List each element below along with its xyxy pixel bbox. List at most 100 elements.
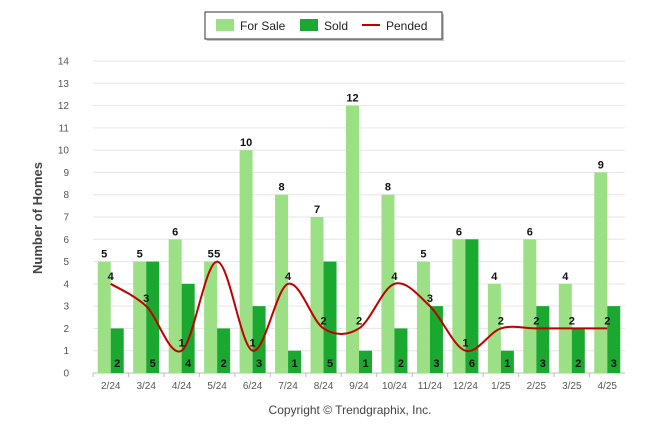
data-label-pended: 2 [533,315,539,327]
legend-swatch-for-sale[interactable] [216,19,234,31]
data-label-pended: 2 [604,315,610,327]
data-label-sold: 2 [575,358,581,370]
bar-sold [394,328,408,373]
data-label-for-sale: 9 [598,159,604,171]
data-label-pended: 1 [250,338,256,350]
data-label-sold: 2 [221,358,227,370]
y-tick-label: 0 [63,369,69,380]
y-tick-label: 7 [63,213,69,224]
pended-line [110,260,608,353]
x-tick-label: 6/24 [243,381,263,392]
bar-sold [607,306,621,373]
legend-label-pended[interactable]: Pended [386,19,427,33]
x-tick-label: 1/25 [491,381,511,392]
y-tick-label: 14 [58,57,70,68]
data-label-pended: 3 [427,293,433,305]
x-tick-label: 3/24 [136,381,156,392]
data-label-pended: 3 [143,293,149,305]
bar-sold [288,350,302,373]
x-tick-label: 8/24 [314,381,334,392]
data-label-for-sale: 6 [172,226,178,238]
bar-for-sale [346,105,359,374]
data-label-for-sale: 12 [346,93,358,105]
y-tick-label: 8 [63,190,69,201]
y-tick-label: 2 [63,324,69,335]
copyright-footer: Copyright © Trendgraphix, Inc. [269,403,432,417]
bar-sold [110,328,124,373]
data-label-for-sale: 6 [456,226,462,238]
bar-sold [252,306,266,373]
data-label-pended: 1 [462,338,468,350]
bar-sold [181,283,195,373]
y-tick-label: 5 [63,257,69,268]
data-label-sold: 5 [327,358,333,370]
bar-sold [217,328,231,373]
data-label-for-sale: 5 [208,249,214,261]
x-tick-label: 2/25 [527,381,547,392]
bar-for-sale [381,194,395,373]
data-label-pended: 2 [569,315,575,327]
data-label-pended: 1 [179,338,185,350]
bar-for-sale [310,217,324,373]
data-label-sold: 2 [114,358,120,370]
data-label-pended: 4 [285,271,292,283]
bar-for-sale [487,283,501,373]
legend-label-for-sale[interactable]: For Sale [240,19,286,33]
y-tick-label: 4 [63,279,69,290]
data-label-pended: 2 [356,315,362,327]
legend-label-sold[interactable]: Sold [324,19,348,33]
data-label-pended: 4 [391,271,398,283]
data-label-sold: 1 [504,358,510,370]
data-label-for-sale: 7 [314,204,320,216]
bar-for-sale [97,261,111,373]
x-tick-label: 10/24 [382,381,407,392]
bar-sold [465,239,479,373]
y-tick-label: 12 [58,101,70,112]
data-label-for-sale: 10 [240,137,252,149]
data-label-pended: 5 [214,249,220,261]
bar-for-sale [239,150,253,373]
bar-sold [146,261,160,373]
y-axis-label: Number of Homes [30,162,45,274]
data-label-for-sale: 4 [491,271,498,283]
data-label-for-sale: 5 [420,249,426,261]
data-label-for-sale: 6 [527,226,533,238]
data-label-sold: 5 [150,358,156,370]
y-tick-label: 3 [63,302,69,313]
x-tick-label: 11/24 [418,381,443,392]
bar-for-sale [168,239,182,373]
bar-sold [359,350,372,373]
data-label-sold: 1 [292,358,298,370]
legend-swatch-sold[interactable] [300,19,318,31]
x-tick-label: 5/24 [207,381,227,392]
bar-for-sale [416,261,430,373]
x-tick-label: 9/24 [349,381,369,392]
data-label-pended: 2 [320,315,326,327]
data-label-sold: 3 [540,358,546,370]
x-tick-label: 12/24 [453,381,478,392]
bar-sold [536,306,550,373]
data-label-sold: 3 [256,358,262,370]
y-tick-label: 13 [58,79,70,90]
data-label-for-sale: 5 [137,249,143,261]
y-tick-label: 9 [63,168,69,179]
data-label-sold: 4 [185,358,192,370]
bar-for-sale [275,194,289,373]
data-label-sold: 3 [433,358,439,370]
x-tick-label: 3/25 [562,381,582,392]
bar-sold [571,328,585,373]
bar-for-sale [594,172,608,373]
data-label-for-sale: 4 [562,271,569,283]
bar-sold [323,261,337,373]
y-tick-label: 10 [58,146,70,157]
data-label-sold: 3 [611,358,617,370]
legend-box [204,11,443,40]
data-label-for-sale: 8 [385,182,391,194]
data-label-sold: 1 [362,358,368,370]
bar-for-sale [523,239,537,373]
bar-for-sale [133,261,147,373]
data-label-sold: 6 [469,358,475,370]
